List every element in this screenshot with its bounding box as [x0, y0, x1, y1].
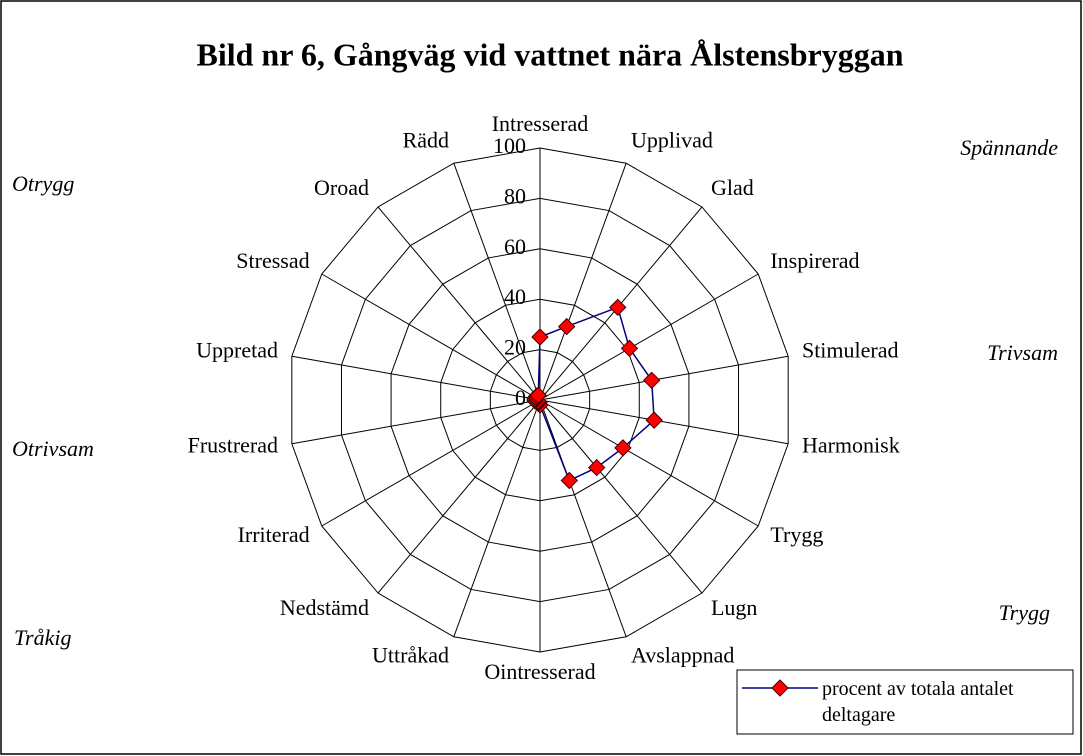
- marker: [531, 328, 549, 346]
- category-label: Trygg: [770, 522, 823, 547]
- spoke: [453, 163, 541, 401]
- category-label: Rädd: [403, 128, 449, 153]
- marker: [642, 371, 661, 390]
- category-label: Harmonisk: [802, 433, 900, 458]
- r-tick-label: 60: [504, 234, 526, 259]
- legend-marker: [771, 679, 789, 697]
- legend: [736, 669, 1074, 735]
- category-label: Stressad: [236, 248, 309, 273]
- marker: [609, 298, 627, 317]
- category-label: Glad: [711, 175, 754, 200]
- spoke: [539, 163, 627, 401]
- annotation: Otrygg: [12, 171, 74, 196]
- spoke: [539, 399, 627, 637]
- marker: [560, 471, 579, 490]
- category-label: Uttråkad: [372, 643, 449, 668]
- marker: [620, 339, 639, 358]
- category-label: Oroad: [314, 175, 369, 200]
- r-tick-label: 100: [493, 133, 526, 158]
- annotation: Tråkig: [14, 625, 71, 650]
- legend-label: procent av totala antalet deltagare: [822, 678, 1014, 726]
- spoke: [321, 273, 541, 401]
- category-label: Lugn: [711, 595, 757, 620]
- spoke: [291, 399, 541, 445]
- r-tick-label: 20: [504, 335, 526, 360]
- spoke: [539, 355, 789, 401]
- category-label: Inspirerad: [770, 248, 859, 273]
- marker: [558, 317, 576, 336]
- chart-title: Bild nr 6, Gångväg vid vattnet nära Ålst…: [196, 36, 903, 72]
- spoke: [321, 399, 541, 527]
- annotation: Trivsam: [987, 340, 1058, 365]
- marker: [587, 458, 606, 477]
- annotation: Spännande: [960, 135, 1058, 160]
- category-label: Upplivad: [631, 128, 713, 153]
- annotation: Trygg: [999, 600, 1050, 625]
- r-tick-label: 0: [515, 385, 526, 410]
- r-tick-label: 80: [504, 183, 526, 208]
- spoke: [539, 399, 703, 594]
- spoke: [453, 399, 541, 637]
- category-label: Irriterad: [238, 522, 310, 547]
- category-label: Uppretad: [196, 337, 278, 362]
- marker: [529, 386, 547, 404]
- marker: [614, 439, 632, 457]
- spoke: [539, 273, 759, 401]
- spoke: [539, 399, 789, 445]
- category-label: Ointresserad: [484, 659, 595, 684]
- spoke: [291, 355, 541, 401]
- category-label: Intresserad: [492, 111, 589, 136]
- spoke: [539, 399, 759, 527]
- r-tick-label: 40: [504, 284, 526, 309]
- spoke: [377, 399, 541, 594]
- spoke: [377, 206, 541, 401]
- annotation: Otrivsam: [12, 436, 94, 461]
- marker: [645, 411, 663, 429]
- category-label: Stimulerad: [802, 337, 899, 362]
- category-label: Frustrerad: [188, 433, 278, 458]
- category-label: Nedstämd: [280, 595, 369, 620]
- category-label: Avslappnad: [631, 643, 734, 668]
